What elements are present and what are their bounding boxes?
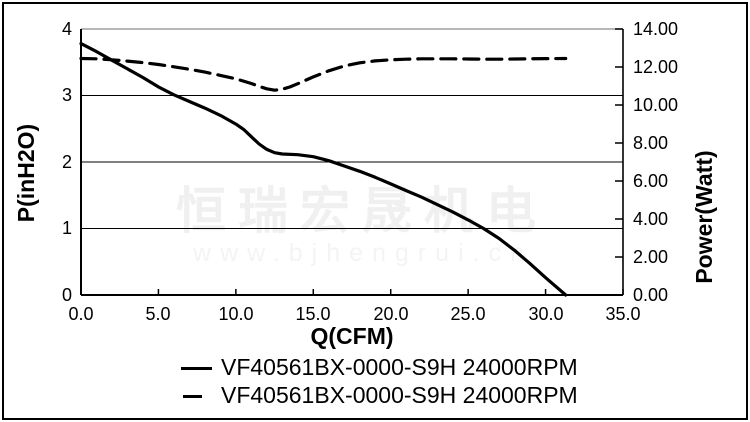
x-tick-label: 35.0: [605, 304, 641, 324]
x-tick-label: 20.0: [373, 304, 409, 324]
legend-solid-line-sample: [181, 367, 212, 370]
watermark-website: www.bjhengrui.cn: [193, 239, 533, 267]
y-right-axis-title: Power(Watt): [691, 150, 717, 284]
x-tick-label: 15.0: [295, 304, 331, 324]
y-right-tick-label: 4.00: [633, 209, 669, 229]
x-axis-title: Q(CFM): [310, 323, 394, 349]
y-right-tick-label: 2.00: [633, 247, 669, 267]
y-right-tick-label: 14.00: [633, 19, 679, 39]
pressure-curve: [79, 42, 568, 297]
y-right-tick-label: 8.00: [633, 133, 669, 153]
x-tick-label: 0.0: [68, 304, 94, 324]
y-right-tick-label: 10.00: [633, 95, 679, 115]
y-left-tick-label: 2: [61, 152, 72, 172]
legend-label-power-series: VF40561BX-0000-S9H 24000RPM: [221, 382, 578, 408]
y-left-tick-label: 4: [61, 19, 72, 39]
y-left-tick-label: 3: [61, 85, 72, 105]
x-tick-label: 30.0: [528, 304, 564, 324]
y-right-tick-label: 12.00: [633, 57, 679, 77]
x-tick-label: 25.0: [450, 304, 486, 324]
legend-dashed-line-sample: [183, 395, 202, 398]
x-tick-label: 10.0: [218, 304, 254, 324]
y-left-axis-title: P(inH2O): [13, 123, 39, 223]
y-left-tick-label: 1: [61, 218, 72, 238]
y-left-tick-label: 0: [61, 285, 72, 305]
x-tick-label: 5.0: [145, 304, 171, 324]
legend-label-pressure-series: VF40561BX-0000-S9H 24000RPM: [221, 354, 578, 380]
power-curve: [79, 56, 568, 92]
y-right-tick-label: 0.00: [633, 285, 669, 305]
y-right-tick-label: 6.00: [633, 171, 669, 191]
